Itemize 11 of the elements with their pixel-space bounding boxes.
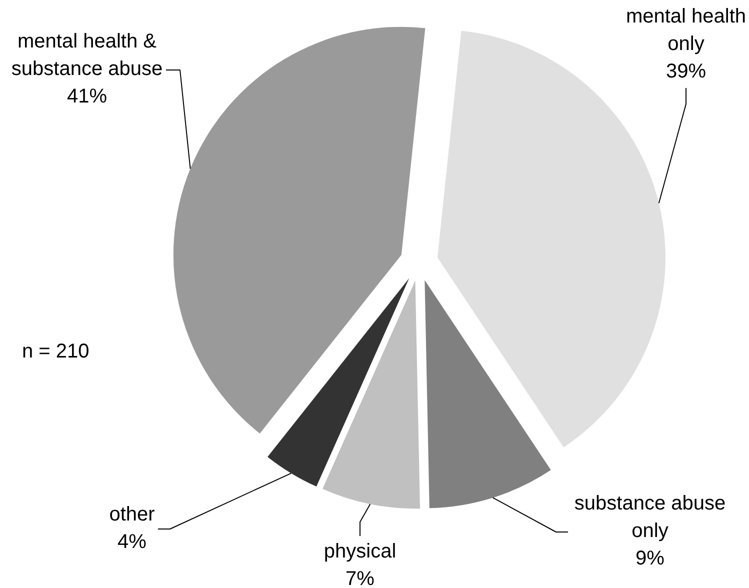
slice-label: mental health & substance abuse — [11, 30, 163, 80]
slice-label: mental health only — [626, 6, 746, 56]
slice-label: other — [109, 504, 156, 526]
data-label: 9% — [636, 548, 665, 570]
data-label: 39% — [666, 60, 706, 83]
data-label: 41% — [66, 86, 108, 108]
data-label: 7% — [346, 568, 375, 588]
data-label: 4% — [118, 531, 147, 554]
slice-label: substance abuse only — [574, 492, 726, 542]
text: n = 210 — [22, 340, 90, 363]
slice-label: physical — [324, 540, 396, 563]
